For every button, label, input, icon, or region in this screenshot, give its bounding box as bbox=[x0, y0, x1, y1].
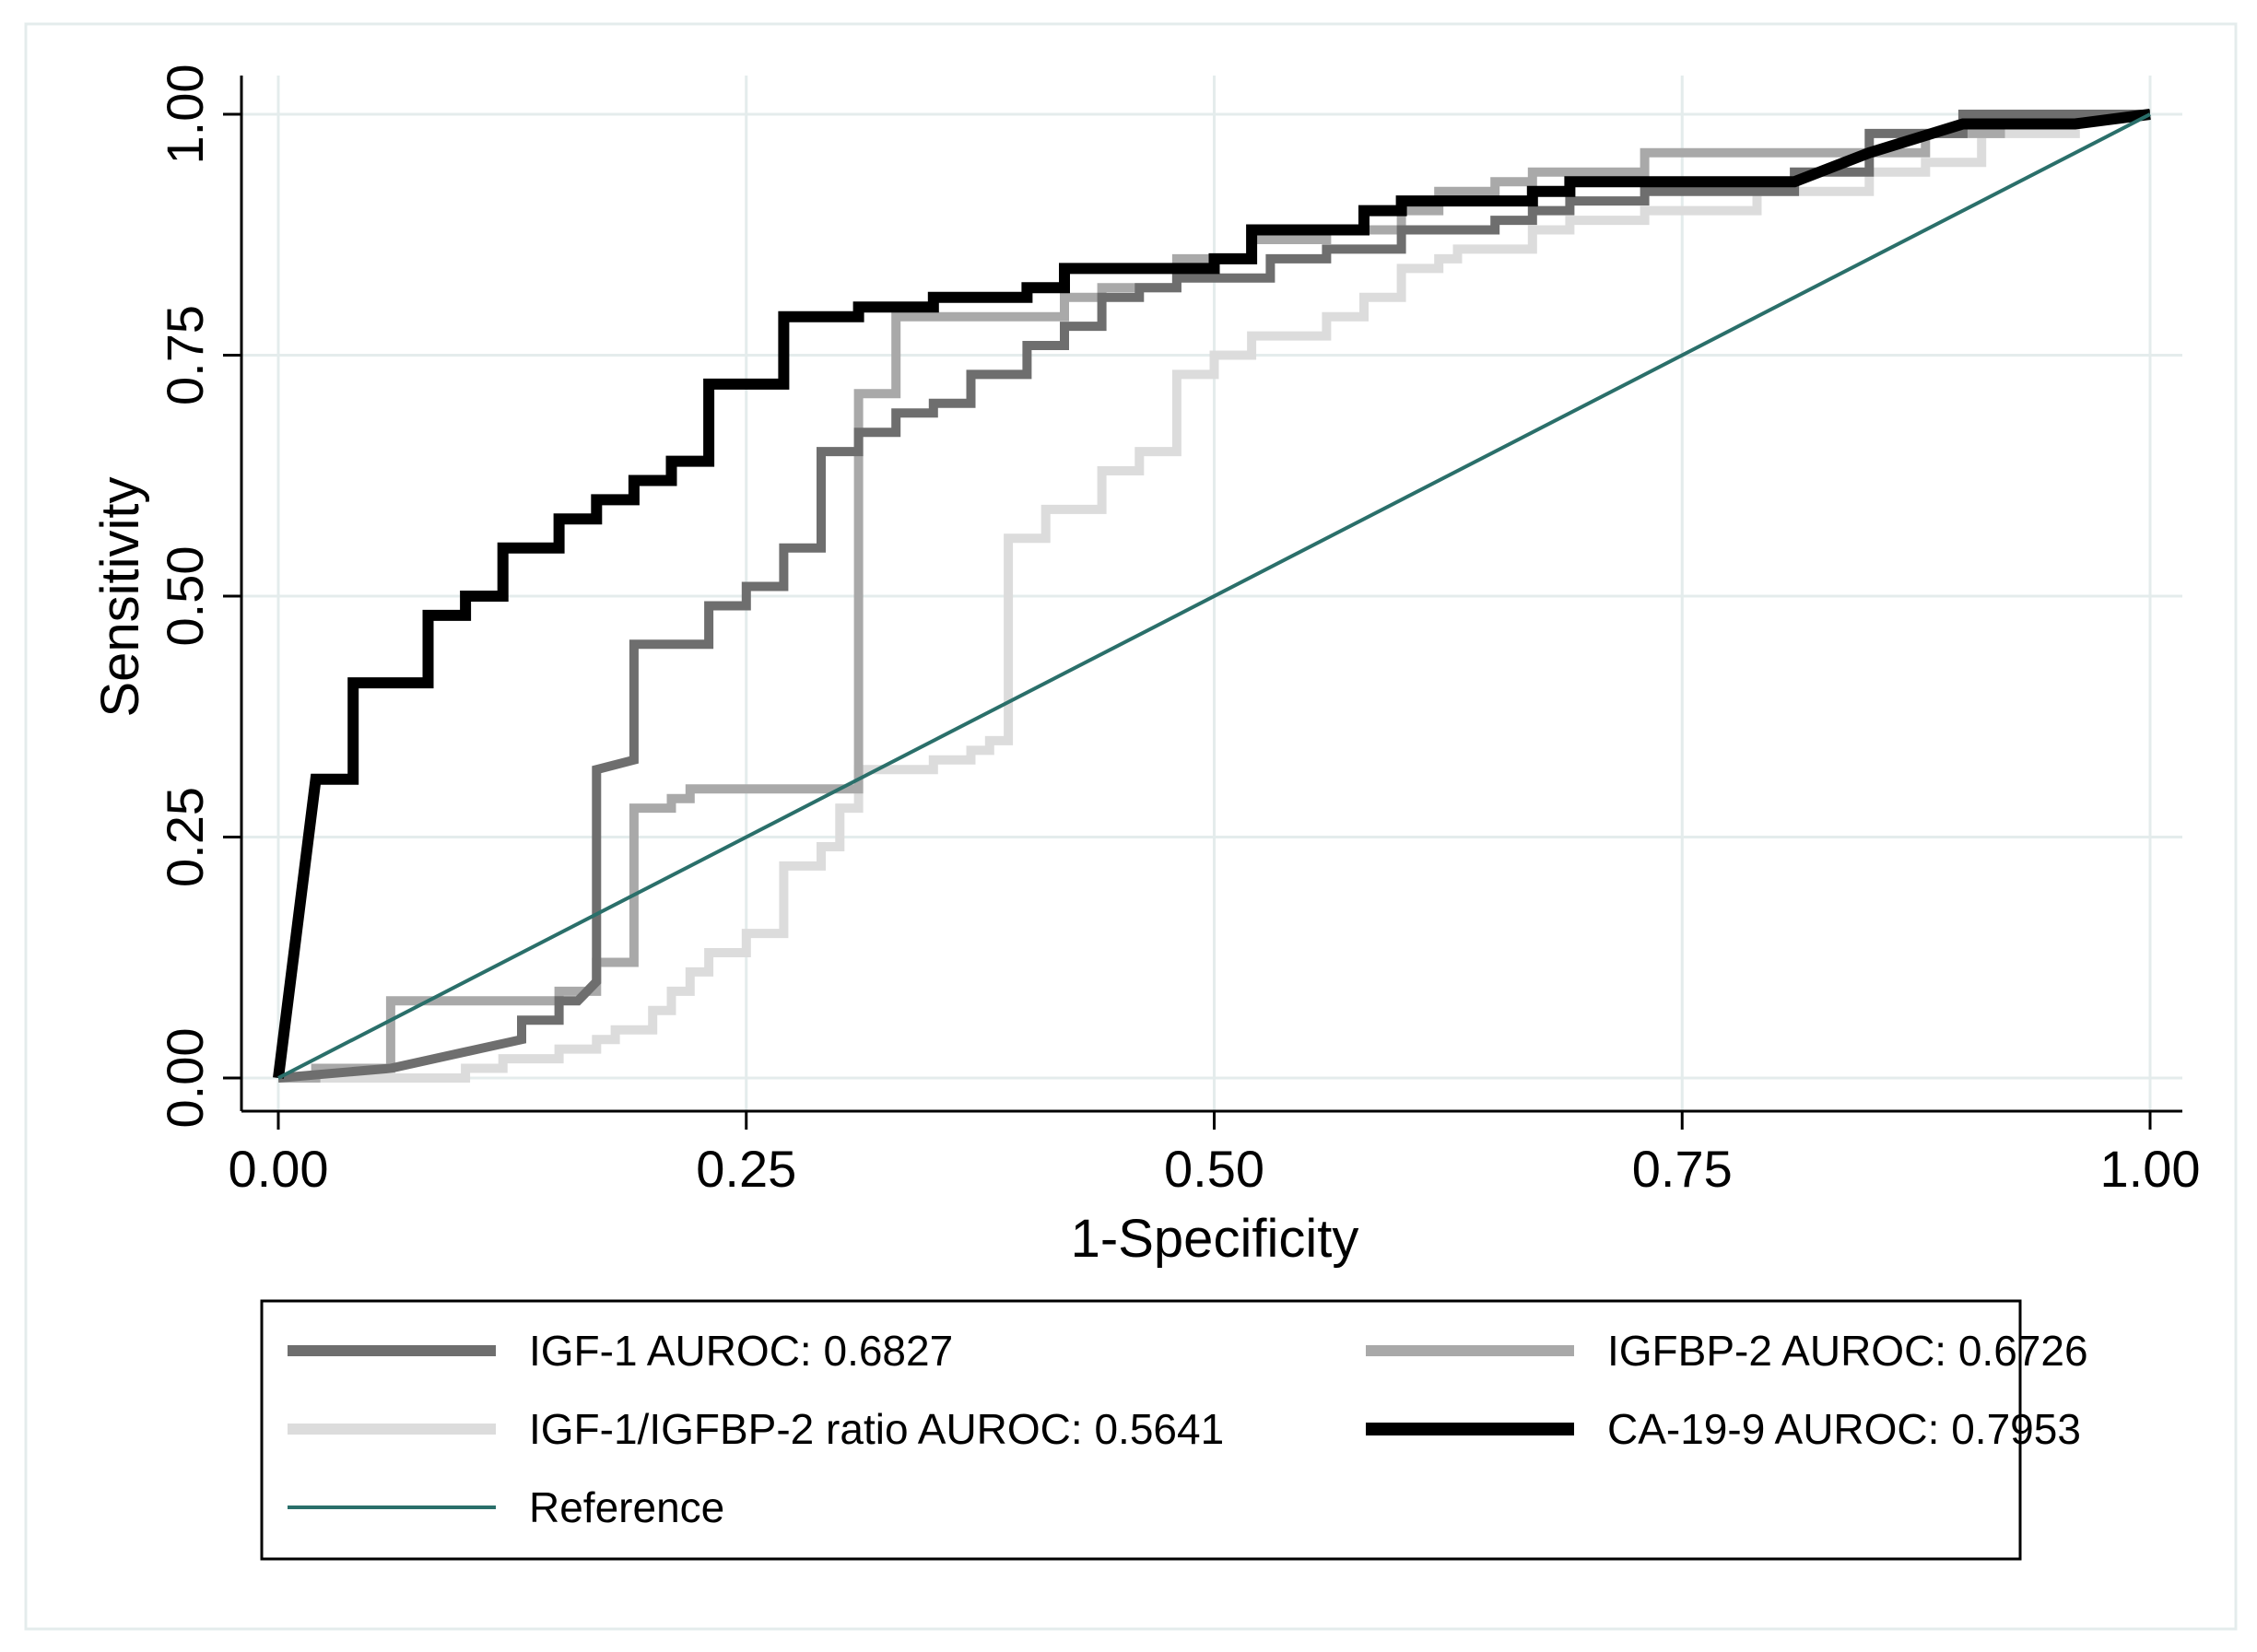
x-tick-label: 0.50 bbox=[1164, 1140, 1264, 1198]
y-tick-label: 0.50 bbox=[156, 546, 214, 647]
legend-box bbox=[260, 1299, 2022, 1561]
legend-label-4: Reference bbox=[529, 1483, 724, 1531]
tick-labels: 0.00 0.25 0.50 0.75 1.00 0.00 0.25 0.50 0.75 1.00 bbox=[156, 64, 2201, 1199]
series-line-2 bbox=[277, 110, 2150, 1083]
legend-label-3: CA-19-9 AUROC: 0.7953 bbox=[1607, 1405, 2081, 1453]
legend-label-2: IGF-1/IGFBP-2 ratio AUROC: 0.5641 bbox=[529, 1405, 1224, 1453]
x-tick-label: 0.75 bbox=[1632, 1140, 1733, 1198]
y-tick-label: 0.25 bbox=[156, 787, 214, 887]
series-line-0 bbox=[278, 110, 2150, 1083]
series-layer bbox=[273, 109, 2151, 1083]
x-axis-title: 1-Specificity bbox=[1071, 1209, 1359, 1269]
y-tick-label: 0.00 bbox=[156, 1028, 214, 1129]
series-line-3 bbox=[273, 109, 2151, 1079]
y-axis-title: Sensitivity bbox=[90, 476, 150, 717]
legend-label-0: IGF-1 AUROC: 0.6827 bbox=[529, 1327, 953, 1375]
x-tick-label: 0.25 bbox=[696, 1140, 796, 1198]
y-tick-label: 0.75 bbox=[156, 305, 214, 405]
legend-label-1: IGFBP-2 AUROC: 0.6726 bbox=[1607, 1327, 2088, 1375]
legend: IGF-1 AUROC: 0.6827 IGFBP-2 AUROC: 0.6726… bbox=[260, 1299, 2088, 1561]
series-line-4 bbox=[277, 112, 2151, 1080]
x-tick-label: 1.00 bbox=[2100, 1140, 2201, 1198]
y-tick-label: 1.00 bbox=[156, 64, 214, 165]
axes bbox=[223, 76, 2182, 1130]
x-tick-label: 0.00 bbox=[229, 1140, 329, 1198]
